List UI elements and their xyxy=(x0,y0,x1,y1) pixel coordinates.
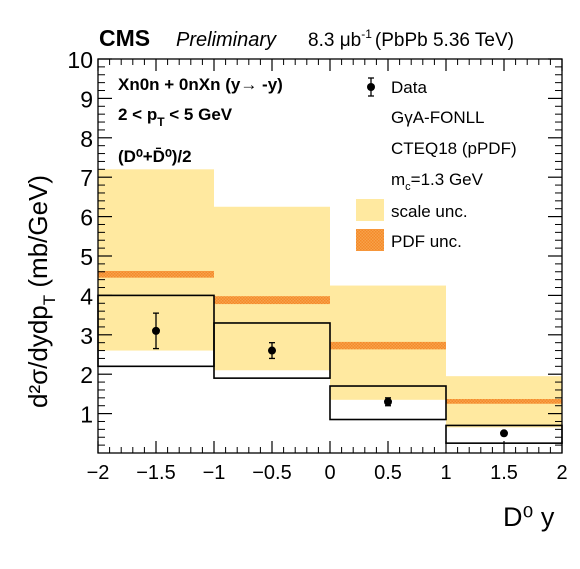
pdf-band-bin-1 xyxy=(98,270,214,278)
particle-label: (D⁰+D̄⁰)/2 xyxy=(118,147,192,166)
legend-mc-sub: c xyxy=(405,181,411,193)
x-tick-label: 1 xyxy=(440,462,451,484)
y-tick-label: 10 xyxy=(67,47,93,73)
pdf-band-bin-4 xyxy=(446,399,562,404)
pt-range-sub: T xyxy=(157,115,165,129)
data-point-3 xyxy=(384,397,392,406)
data-point-1 xyxy=(152,326,160,335)
x-tick-label: −1 xyxy=(203,462,226,484)
x-tick-label: 0.5 xyxy=(374,462,402,484)
y-axis-title-sub: T xyxy=(40,295,59,305)
y-tick-label: 2 xyxy=(80,362,93,388)
syst-box-bin-2 xyxy=(213,322,331,379)
legend-data-label: Data xyxy=(391,78,427,97)
x-tick-label: 2 xyxy=(556,462,567,484)
pt-range-rhs: < 5 GeV xyxy=(165,105,233,124)
x-tick-label: 0 xyxy=(324,462,335,484)
lumi-unit: μb xyxy=(340,30,362,51)
legend-mc-value: =1.3 GeV xyxy=(411,170,484,189)
x-axis-title: D⁰ y xyxy=(503,502,555,532)
x-tick-label: −0.5 xyxy=(252,462,291,484)
data-point-2 xyxy=(268,346,276,355)
legend-model-label: GγA-FONLL xyxy=(391,108,485,127)
legend-data-marker xyxy=(367,83,375,91)
syst-box-bin-3 xyxy=(329,385,447,421)
legend-pdf-set-label: CTEQ18 (pPDF) xyxy=(391,139,517,158)
y-tick-label: 9 xyxy=(80,86,93,112)
x-tick-label: −2 xyxy=(87,462,110,484)
x-tick-label: 1.5 xyxy=(490,462,518,484)
legend-scale-label: scale unc. xyxy=(391,202,468,221)
axes: −2 −1.5 −1 −0.5 0 0.5 1 1.5 2 1 2 3 4 5 6 7 8 9 10 xyxy=(67,47,567,484)
legend-scale-swatch xyxy=(356,199,384,221)
pt-range-lhs: 2 < p xyxy=(118,105,157,124)
y-tick-label: 7 xyxy=(80,165,93,191)
pdf-band-bin-2 xyxy=(214,296,330,305)
y-axis-title-unit: (mb/GeV) xyxy=(23,175,53,295)
preliminary-label: Preliminary xyxy=(176,29,277,51)
y-axis-title: d²σ/dydpT (mb/GeV) xyxy=(23,175,59,408)
data-markers xyxy=(152,312,508,438)
x-tick-label: −1.5 xyxy=(136,462,175,484)
lumi-value: 8.3 xyxy=(308,30,334,51)
legend: Data GγA-FONLL CTEQ18 (pPDF) mc=1.3 GeV … xyxy=(356,77,517,251)
selection-label: Xn0n + 0nXn (y→ -y) xyxy=(118,75,283,94)
data-point-4 xyxy=(500,429,508,438)
collision-system: (PbPb 5.36 TeV) xyxy=(375,30,514,51)
y-axis-title-main: d²σ/dydp xyxy=(23,305,53,408)
cms-label: CMS xyxy=(99,25,150,51)
y-tick-label: 4 xyxy=(80,283,93,309)
y-tick-label: 1 xyxy=(80,402,93,428)
legend-mc-symbol: m xyxy=(391,170,405,189)
lumi-exp: -1 xyxy=(361,27,372,41)
y-tick-label: 3 xyxy=(80,323,93,349)
legend-charm-mass-label: mc=1.3 GeV xyxy=(391,170,484,193)
luminosity-label: 8.3 μb-1 (PbPb 5.36 TeV) xyxy=(308,27,514,51)
legend-pdf-label: PDF unc. xyxy=(391,232,462,251)
pdf-band-bin-3 xyxy=(330,341,446,350)
y-tick-label: 6 xyxy=(80,205,93,231)
legend-pdf-swatch xyxy=(356,229,384,251)
y-tick-label: 5 xyxy=(80,244,93,270)
pt-range-label: 2 < pT < 5 GeV xyxy=(118,105,233,129)
y-tick-label: 8 xyxy=(80,126,93,152)
